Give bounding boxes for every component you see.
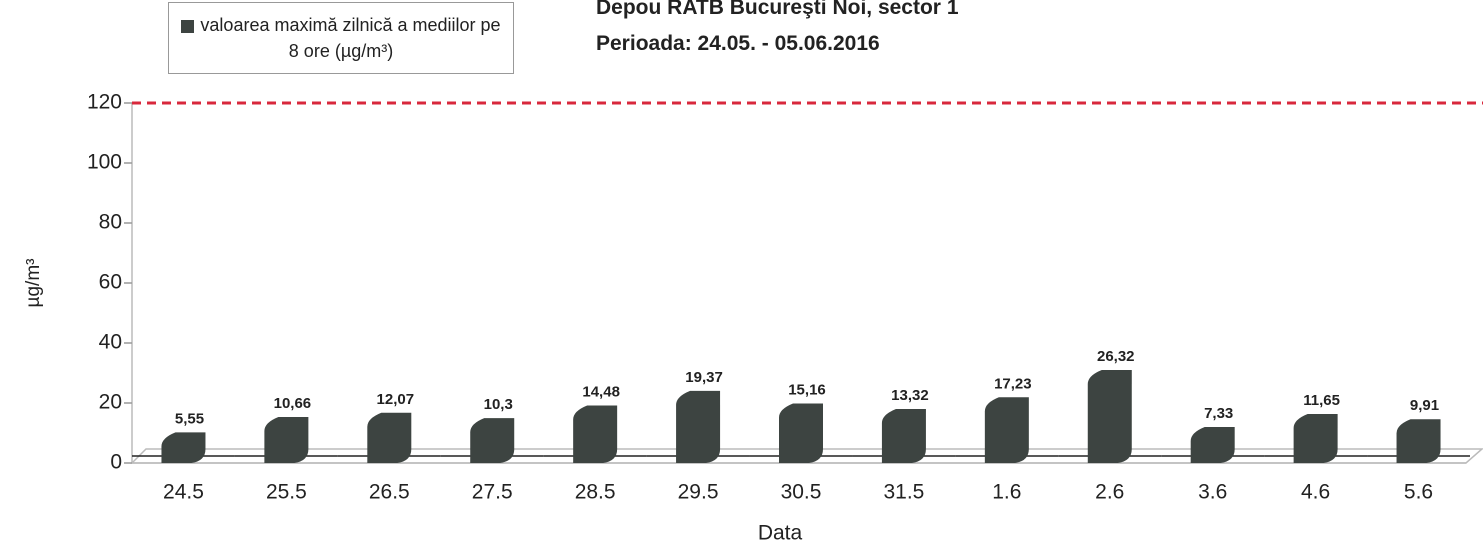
y-tick-label: 60 [99, 271, 122, 294]
bar [984, 397, 1029, 463]
y-tick-label: 40 [99, 331, 122, 354]
x-tick-label: 30.5 [781, 481, 822, 504]
bar [161, 432, 206, 463]
value-label: 13,32 [891, 387, 929, 404]
legend-entry: valoarea maximă zilnică a mediilor pe 8 … [179, 12, 503, 64]
value-label: 26,32 [1097, 348, 1135, 365]
x-tick-label: 25.5 [266, 481, 307, 504]
value-label: 5,55 [175, 410, 204, 427]
x-tick-label: 2.6 [1095, 481, 1124, 504]
legend: valoarea maximă zilnică a mediilor pe 8 … [168, 2, 514, 74]
x-tick-label: 5.6 [1404, 481, 1433, 504]
x-tick-label: 4.6 [1301, 481, 1330, 504]
value-label: 17,23 [994, 375, 1032, 392]
x-tick-label: 1.6 [992, 481, 1021, 504]
bar [470, 418, 515, 463]
chart-subtitle: Perioada: 24.05. - 05.06.2016 [596, 32, 880, 55]
x-tick-label: 29.5 [678, 481, 719, 504]
y-tick-label: 120 [87, 91, 122, 114]
bar [573, 405, 618, 463]
bar [779, 403, 823, 463]
bar [1087, 370, 1132, 463]
x-tick-label: 26.5 [369, 481, 410, 504]
y-axis-label: µg/m³ [23, 259, 44, 308]
value-label: 14,48 [582, 384, 620, 401]
y-tick-label: 100 [87, 151, 122, 174]
value-label: 19,37 [685, 369, 723, 386]
x-tick-label: 31.5 [883, 481, 924, 504]
chart-title: Depou RATB Bucureşti Noi, sector 1 [596, 0, 959, 19]
legend-label: valoarea maximă zilnică a mediilor pe 8 … [200, 15, 501, 61]
value-label: 12,07 [377, 391, 415, 408]
y-tick-label: 80 [99, 211, 122, 234]
bar [1396, 419, 1441, 463]
value-label: 7,33 [1204, 405, 1233, 422]
value-label: 9,91 [1410, 397, 1439, 414]
x-tick-label: 27.5 [472, 481, 513, 504]
bar [676, 390, 721, 463]
value-label: 10,66 [274, 395, 312, 412]
bar [881, 409, 926, 463]
bar [367, 412, 412, 463]
x-tick-label: 28.5 [575, 481, 616, 504]
bar [1293, 414, 1338, 463]
y-tick-label: 20 [99, 391, 122, 414]
value-label: 15,16 [788, 381, 826, 398]
value-label: 11,65 [1303, 392, 1340, 409]
y-tick-label: 0 [110, 451, 122, 474]
x-axis-label: Data [758, 522, 803, 545]
x-tick-label: 24.5 [163, 481, 204, 504]
x-tick-label: 3.6 [1198, 481, 1227, 504]
value-label: 10,3 [484, 396, 513, 413]
bar [1190, 427, 1235, 463]
bar [264, 417, 309, 463]
legend-swatch [181, 19, 195, 33]
